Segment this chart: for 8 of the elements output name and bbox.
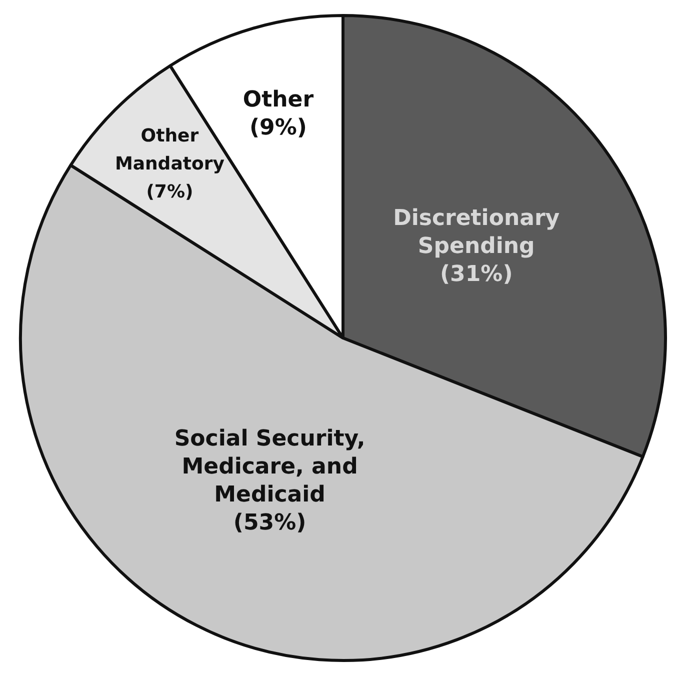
data-label: (53%) bbox=[233, 510, 306, 536]
data-label: (7%) bbox=[146, 181, 194, 202]
data-label: (31%) bbox=[440, 262, 513, 288]
slice-label: Other bbox=[242, 88, 314, 113]
data-label: (9%) bbox=[249, 116, 307, 141]
slice-label: Discretionary Spending bbox=[393, 206, 560, 260]
slice-label: Other Mandatory bbox=[114, 125, 225, 174]
slice-label: Social Security, Medicare, and Medicaid bbox=[174, 426, 366, 508]
